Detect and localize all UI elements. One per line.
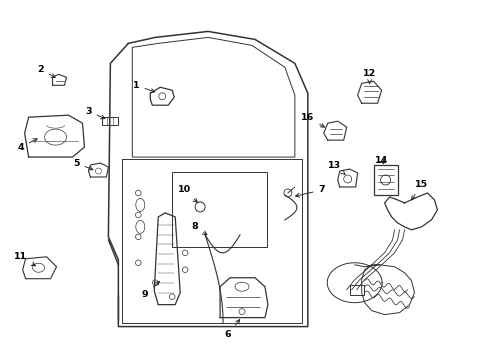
Text: 1: 1 — [133, 81, 155, 93]
Text: 10: 10 — [177, 185, 197, 202]
Text: 7: 7 — [295, 185, 325, 197]
Bar — [350, 285, 364, 295]
Text: 14: 14 — [375, 156, 388, 165]
Bar — [374, 165, 397, 195]
Text: 12: 12 — [363, 69, 376, 84]
Text: 2: 2 — [37, 65, 55, 77]
Text: 8: 8 — [192, 222, 207, 235]
Text: 5: 5 — [73, 158, 93, 170]
Text: 9: 9 — [142, 281, 159, 299]
Text: 16: 16 — [301, 113, 324, 127]
Text: 11: 11 — [14, 252, 35, 266]
Text: 4: 4 — [17, 139, 37, 152]
Bar — [172, 172, 267, 247]
Text: 6: 6 — [225, 320, 240, 339]
Text: 13: 13 — [328, 161, 345, 175]
Text: 15: 15 — [412, 180, 428, 200]
Text: 3: 3 — [85, 107, 105, 119]
Bar — [102, 117, 119, 125]
